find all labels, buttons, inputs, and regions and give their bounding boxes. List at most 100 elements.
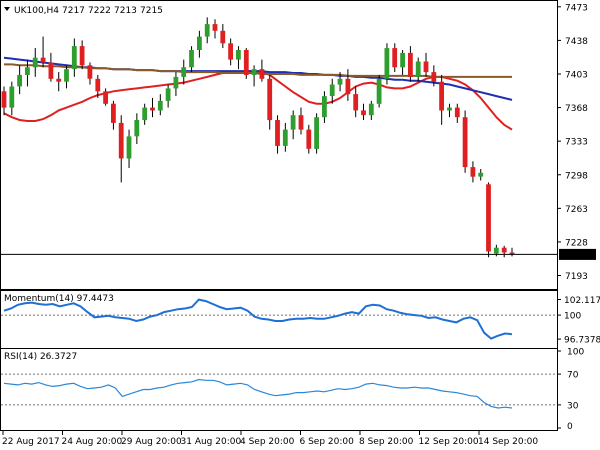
candle-body [322,96,327,118]
momentum-series-layer [3,298,513,340]
candle [345,69,351,101]
candle-body [408,52,413,77]
candle [337,72,343,92]
time-tick-label: 31 Aug 20:00 [181,437,242,447]
candle-body [157,100,163,111]
candle [376,74,382,108]
candle [447,103,452,118]
candle [267,74,273,130]
candle [361,103,366,121]
candle-body [306,129,312,149]
candle-body [282,129,288,146]
candle-body [509,252,515,255]
candle [173,72,179,97]
candle [189,46,194,73]
candle [470,161,476,183]
candle [486,182,491,258]
candle [322,91,327,123]
candle [259,59,265,82]
momentum-tick-label: 96.7378 [564,336,600,346]
candle-body [134,120,140,137]
candle [25,59,30,87]
candle-body [439,81,444,111]
candle [329,78,335,104]
candle [165,84,171,108]
candle-body [40,57,46,63]
candle [501,245,507,258]
rsi-axis: 100 70 30 0 [557,348,584,432]
time-tick-label: 22 Aug 2017 [2,437,60,447]
price-tick-label: 7193 [565,272,588,282]
ohlc-open: 7217 [62,6,85,16]
current-price-tag-label: 7215 [563,251,586,261]
candle [1,86,7,116]
candle-body [368,103,374,116]
candle-body [181,67,187,77]
candlestick-layer [1,17,515,258]
candle [71,38,77,77]
rsi-panel-frame[interactable] [0,348,558,431]
price-tick-label: 7263 [565,205,588,215]
time-tick-label: 14 Sep 20:00 [478,437,538,447]
candle [298,107,304,135]
candle [32,48,38,77]
candle-body [236,50,241,60]
candle [87,62,93,85]
chevron-down-icon[interactable] [4,7,10,11]
price-tick-label: 7403 [565,70,588,80]
ohlc-close: 7215 [140,6,163,16]
candle-body [197,36,202,50]
candle [454,103,460,123]
candle-body [431,72,437,82]
candle-body [400,52,405,68]
price-tick-label: 7298 [565,171,588,181]
candle-body [189,50,194,68]
candle-body [32,57,38,68]
candle [204,17,210,44]
candle [103,88,108,106]
candle [228,38,233,66]
rsi-tick-label: 100 [567,348,584,358]
candle-body [64,69,69,82]
candle-body [142,107,148,121]
time-tick-label: 29 Aug 20:00 [121,437,182,447]
candle [392,43,398,73]
candle [220,24,226,49]
rsi-line [3,378,513,409]
candle [181,59,187,85]
momentum-tick-label: 100 [564,312,581,322]
candle-body [118,122,124,159]
candle [423,52,429,77]
rsi-tick-label: 70 [567,371,579,381]
price-tick-label: 7333 [565,138,588,148]
candle [95,74,101,98]
candle-body [493,247,499,254]
candle [478,168,484,181]
candle-body [111,103,116,123]
candle-body [17,74,22,87]
candle-body [56,78,62,82]
time-tick-label: 8 Sep 20:00 [359,437,414,447]
momentum-title: Momentum(14) 97.4473 [4,294,114,304]
candle-body [48,62,54,79]
candle [431,65,437,87]
candle-body [337,78,343,85]
candle [142,103,148,125]
candle [118,115,124,183]
candle [275,115,280,154]
candle-body [173,76,179,89]
candle [79,40,85,70]
candle [9,81,15,116]
candle-body [71,46,77,70]
candle-body [486,184,491,252]
candle-body [462,117,468,168]
candle [282,122,288,152]
candle-body [501,247,507,253]
candle [400,49,405,75]
price-tick-label: 7473 [565,3,588,13]
candle-body [345,78,351,95]
candle-body [298,115,304,130]
candle [462,110,468,173]
